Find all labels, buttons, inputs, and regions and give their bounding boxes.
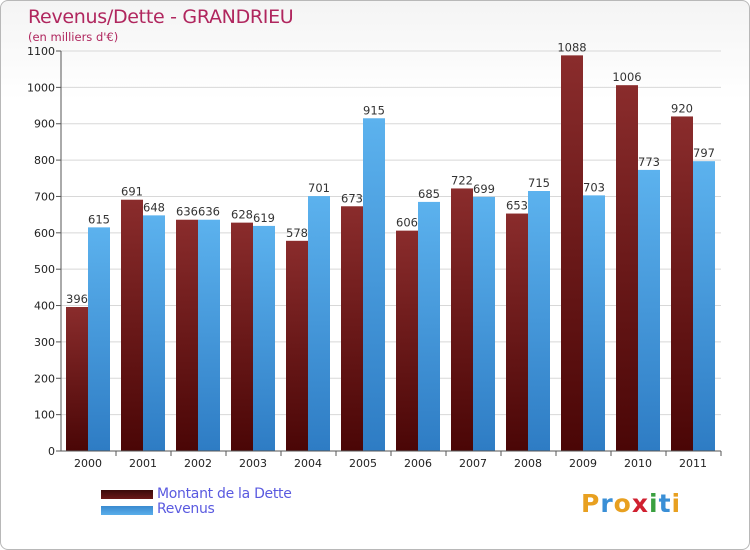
logo-letter: r xyxy=(600,489,614,518)
data-label-dette-2009: 1088 xyxy=(557,40,586,54)
legend-swatch-revenus xyxy=(101,506,153,515)
data-label-revenus-2010: 773 xyxy=(638,155,660,169)
bar-dette-2008 xyxy=(506,213,528,451)
y-tick-label: 400 xyxy=(34,300,55,313)
data-label-revenus-2008: 715 xyxy=(528,176,550,190)
proxiti-logo: Proxiti xyxy=(581,489,681,518)
bar-dette-2005 xyxy=(341,206,363,451)
y-tick-label: 500 xyxy=(34,263,55,276)
bar-revenus-2002 xyxy=(198,219,220,451)
logo-letter: i xyxy=(671,489,682,518)
data-label-dette-2001: 691 xyxy=(121,185,143,199)
data-label-revenus-2006: 685 xyxy=(418,187,440,201)
x-tick-label: 2006 xyxy=(404,457,432,470)
data-label-revenus-2007: 699 xyxy=(473,182,495,196)
y-tick-label: 600 xyxy=(34,227,55,240)
data-label-dette-2006: 606 xyxy=(396,216,418,230)
bar-dette-2007 xyxy=(451,188,473,452)
bar-dette-2004 xyxy=(286,240,308,451)
bar-revenus-2003 xyxy=(253,225,275,451)
bar-revenus-2005 xyxy=(363,118,385,451)
y-tick-label: 1100 xyxy=(27,45,55,58)
legend-label-revenus: Revenus xyxy=(157,501,215,517)
chart-title: Revenus/Dette - GRANDRIEU xyxy=(28,6,294,28)
y-tick-label: 900 xyxy=(34,118,55,131)
bar-dette-2010 xyxy=(616,85,638,451)
x-tick-label: 2001 xyxy=(129,457,157,470)
bar-revenus-2008 xyxy=(528,191,550,451)
x-axis: 2000 2001 2002 2003 2004 2005 2006 2007 2008 2009… xyxy=(61,450,722,470)
x-tick-label: 2009 xyxy=(569,457,597,470)
y-tick-label: 700 xyxy=(34,190,55,203)
bar-dette-2011 xyxy=(671,116,693,452)
y-tick-label: 200 xyxy=(34,372,55,385)
data-label-dette-2008: 653 xyxy=(506,199,528,213)
data-label-dette-2011: 920 xyxy=(671,101,693,115)
x-tick-label: 2010 xyxy=(624,457,652,470)
y-axis: 0 100 200 300 400 500 600 700 800 900 1000 1100 xyxy=(27,45,62,458)
x-tick-label: 2003 xyxy=(239,457,267,470)
data-label-dette-2000: 396 xyxy=(66,292,88,306)
data-label-dette-2003: 628 xyxy=(231,208,253,222)
y-tick-label: 300 xyxy=(34,336,55,349)
legend-swatch-dette xyxy=(101,490,153,499)
bar-dette-2009 xyxy=(561,55,583,451)
data-label-revenus-2009: 703 xyxy=(583,180,605,194)
data-label-dette-2004: 578 xyxy=(286,226,308,240)
x-tick-label: 2004 xyxy=(294,457,322,470)
bar-revenus-2009 xyxy=(583,195,605,451)
logo-letter: i xyxy=(649,489,659,518)
logo-letter: t xyxy=(658,489,672,518)
bar-revenus-2006 xyxy=(418,201,440,451)
data-label-dette-2002: 636 xyxy=(176,205,198,219)
data-label-dette-2007: 722 xyxy=(451,173,473,187)
data-label-revenus-2005: 915 xyxy=(363,103,385,117)
data-label-revenus-2002: 636 xyxy=(198,205,220,219)
bar-revenus-2001 xyxy=(143,215,165,451)
x-tick-label: 2000 xyxy=(74,457,102,470)
bar-dette-2001 xyxy=(121,199,143,451)
chart-subtitle: (en milliers d'€) xyxy=(28,30,119,44)
grid-lines xyxy=(61,50,721,452)
x-tick-label: 2002 xyxy=(184,457,212,470)
data-label-dette-2005: 673 xyxy=(341,191,363,205)
data-label-revenus-2003: 619 xyxy=(253,211,275,225)
bar-dette-2003 xyxy=(231,222,253,451)
data-label-revenus-2000: 615 xyxy=(88,212,110,226)
x-tick-label: 2007 xyxy=(459,457,487,470)
bar-revenus-2004 xyxy=(308,196,330,451)
bar-revenus-2010 xyxy=(638,169,660,451)
y-tick-label: 100 xyxy=(34,409,55,422)
bar-dette-2006 xyxy=(396,230,418,451)
logo-letter: x xyxy=(631,489,649,518)
bar-revenus-2000 xyxy=(88,227,110,451)
logo-letter: P xyxy=(581,489,601,518)
bar-revenus-2011 xyxy=(693,161,715,451)
x-tick-label: 2011 xyxy=(679,457,707,470)
data-label-revenus-2004: 701 xyxy=(308,181,330,195)
x-tick-label: 2008 xyxy=(514,457,542,470)
data-label-dette-2010: 1006 xyxy=(612,70,641,84)
data-label-revenus-2011: 797 xyxy=(693,146,715,160)
data-label-revenus-2001: 648 xyxy=(143,200,165,214)
x-tick-label: 2005 xyxy=(349,457,377,470)
bar-dette-2002 xyxy=(176,219,198,451)
legend-label-dette: Montant de la Dette xyxy=(157,486,292,502)
y-tick-label: 1000 xyxy=(27,81,55,94)
y-tick-label: 0 xyxy=(48,445,55,458)
y-tick-label: 800 xyxy=(34,154,55,167)
logo-letter: o xyxy=(613,489,632,518)
bar-revenus-2007 xyxy=(473,196,495,451)
bar-dette-2000 xyxy=(66,307,88,451)
